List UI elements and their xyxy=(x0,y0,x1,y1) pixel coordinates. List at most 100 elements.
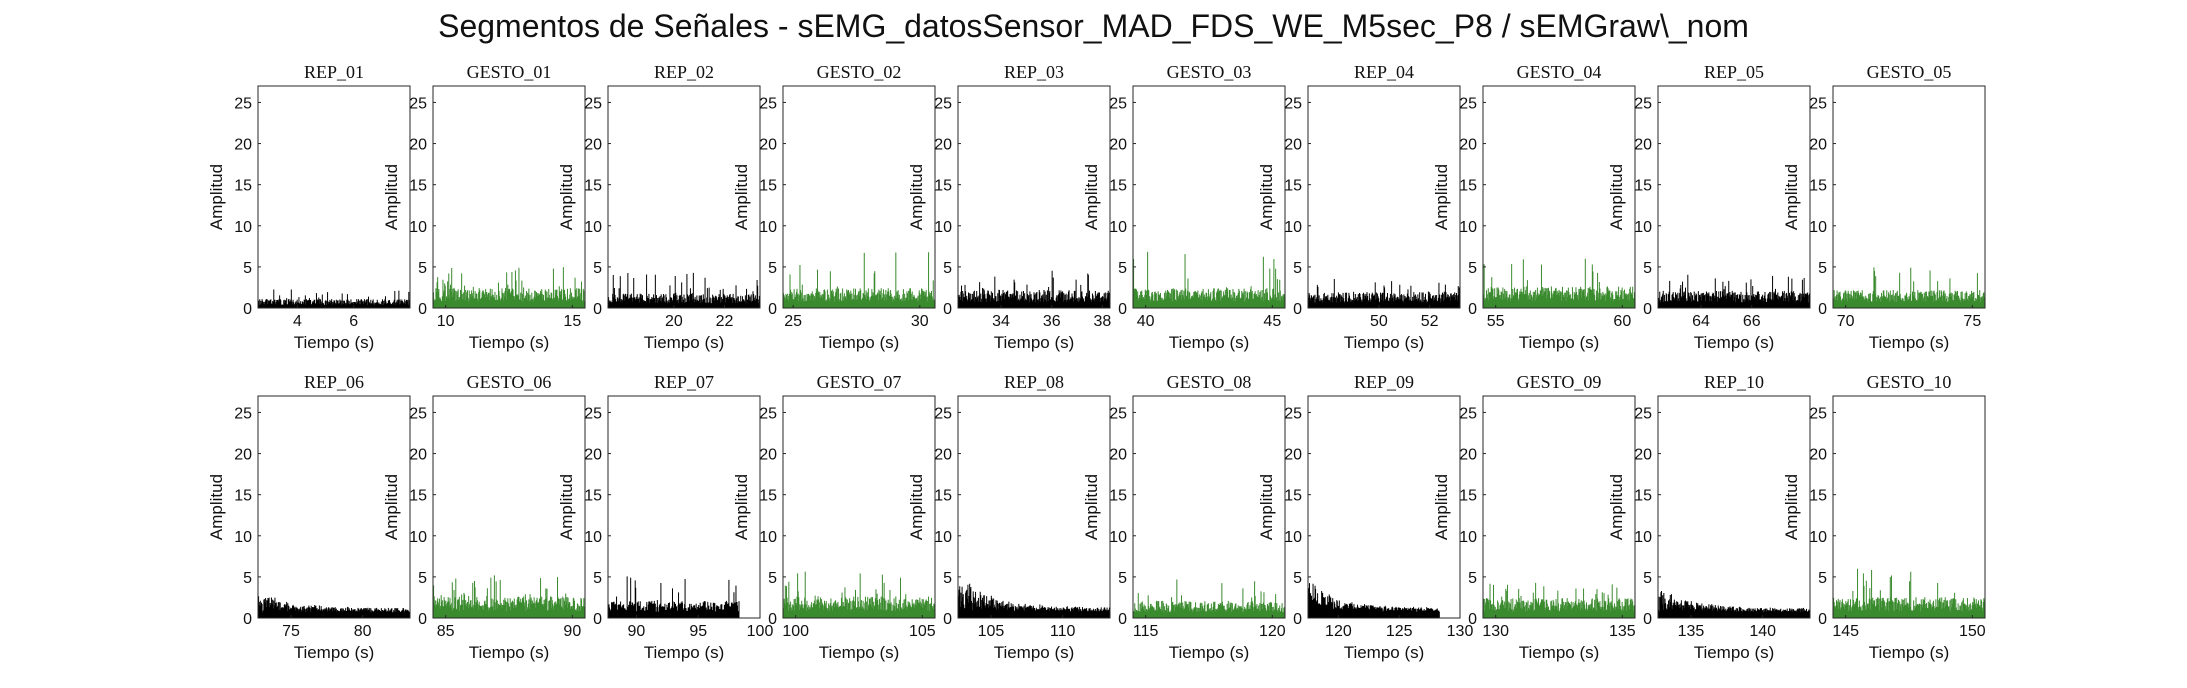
y-tick-label: 10 xyxy=(759,529,777,546)
signal-trace xyxy=(607,272,761,308)
y-axis-label: Amplitud xyxy=(557,474,576,540)
y-tick-label: 15 xyxy=(409,488,427,505)
y-axis-label: Amplitud xyxy=(1082,474,1101,540)
y-tick-label: 25 xyxy=(759,405,777,422)
x-axis-label: Tiempo (s) xyxy=(644,333,725,352)
x-tick-label: 130 xyxy=(1482,623,1509,640)
y-tick-label: 10 xyxy=(934,219,952,236)
y-tick-label: 0 xyxy=(1818,611,1827,628)
x-tick-label: 135 xyxy=(1678,623,1705,640)
y-tick-label: 15 xyxy=(1284,178,1302,195)
y-tick-label: 20 xyxy=(934,447,952,464)
y-tick-label: 0 xyxy=(593,611,602,628)
y-tick-label: 15 xyxy=(409,178,427,195)
subplot-title: GESTO_04 xyxy=(1517,62,1602,82)
y-tick-label: 15 xyxy=(1634,178,1652,195)
y-axis-label: Amplitud xyxy=(382,474,401,540)
x-axis-label: Tiempo (s) xyxy=(1519,643,1600,662)
y-tick-label: 5 xyxy=(1118,260,1127,277)
y-tick-label: 15 xyxy=(1109,488,1127,505)
subplot-title: REP_02 xyxy=(654,62,714,82)
y-axis-label: Amplitud xyxy=(207,474,226,540)
axes-box xyxy=(1307,395,1461,619)
axes-box xyxy=(1307,85,1461,309)
y-tick-label: 20 xyxy=(1459,447,1477,464)
y-axis-label: Amplitud xyxy=(207,164,226,230)
y-tick-label: 5 xyxy=(768,570,777,587)
x-tick-label: 64 xyxy=(1692,313,1710,330)
y-tick-label: 0 xyxy=(768,301,777,318)
y-tick-label: 0 xyxy=(243,301,252,318)
x-axis-label: Tiempo (s) xyxy=(644,643,725,662)
subplot-rep-02: 0 5 10 15 20 25 20 22 REP_02 Tiempo (s) Amplitud xyxy=(557,62,761,352)
subplot-rep-09: 0 5 10 15 20 25 120 125 130 REP_09 Tiempo (s) Ampli… xyxy=(1257,372,1473,662)
axes-box xyxy=(1132,85,1286,309)
signal-trace xyxy=(257,596,411,618)
y-tick-label: 15 xyxy=(759,178,777,195)
x-axis-label: Tiempo (s) xyxy=(1694,643,1775,662)
signal-trace xyxy=(1657,274,1811,308)
subplot-title: GESTO_06 xyxy=(467,372,552,392)
x-tick-label: 34 xyxy=(992,313,1010,330)
x-axis-label: Tiempo (s) xyxy=(1869,643,1950,662)
signal-trace xyxy=(1132,251,1286,308)
subplot-title: REP_09 xyxy=(1354,372,1414,392)
subplot-rep-01: 0 5 10 15 20 25 4 6 REP_01 Tiempo (s) Amplitud xyxy=(207,62,411,352)
y-tick-label: 25 xyxy=(1634,405,1652,422)
y-tick-label: 25 xyxy=(1284,405,1302,422)
subplot-gesto-04: 0 5 10 15 20 25 55 60 GESTO_04 Tiempo (s) Amplitud xyxy=(1432,62,1636,352)
y-tick-label: 10 xyxy=(409,219,427,236)
y-tick-label: 25 xyxy=(1459,405,1477,422)
axes-box xyxy=(1657,395,1811,619)
y-tick-label: 20 xyxy=(1459,137,1477,154)
subplot-gesto-07: 0 5 10 15 20 25 100 105 GESTO_07 Tiempo (s) Amplit… xyxy=(732,372,936,662)
subplot-title: REP_07 xyxy=(654,372,714,392)
y-axis-label: Amplitud xyxy=(907,164,926,230)
y-tick-label: 0 xyxy=(1643,301,1652,318)
x-tick-label: 105 xyxy=(978,623,1005,640)
y-tick-label: 15 xyxy=(234,178,252,195)
y-tick-label: 25 xyxy=(1634,95,1652,112)
axes-box xyxy=(1832,395,1986,619)
x-axis-label: Tiempo (s) xyxy=(994,643,1075,662)
y-tick-label: 20 xyxy=(1284,447,1302,464)
y-tick-label: 25 xyxy=(584,95,602,112)
y-tick-label: 5 xyxy=(1643,260,1652,277)
x-tick-label: 52 xyxy=(1421,313,1439,330)
x-axis-label: Tiempo (s) xyxy=(994,333,1075,352)
y-tick-label: 25 xyxy=(1109,405,1127,422)
y-tick-label: 5 xyxy=(418,260,427,277)
y-axis-label: Amplitud xyxy=(1432,474,1451,540)
y-tick-label: 5 xyxy=(943,260,952,277)
x-axis-label: Tiempo (s) xyxy=(1519,333,1600,352)
signal-trace xyxy=(782,571,936,618)
x-axis-label: Tiempo (s) xyxy=(294,333,375,352)
figure-title: Segmentos de Señales - sEMG_datosSensor_… xyxy=(438,8,1749,44)
y-tick-label: 25 xyxy=(1459,95,1477,112)
y-tick-label: 15 xyxy=(584,178,602,195)
subplot-title: GESTO_03 xyxy=(1167,62,1252,82)
subplot-title: GESTO_09 xyxy=(1517,372,1602,392)
y-tick-label: 5 xyxy=(1818,260,1827,277)
signal-trace xyxy=(1657,590,1811,618)
y-tick-label: 0 xyxy=(943,611,952,628)
y-tick-label: 10 xyxy=(1459,529,1477,546)
x-tick-label: 15 xyxy=(563,313,581,330)
y-tick-label: 20 xyxy=(1109,447,1127,464)
y-tick-label: 10 xyxy=(234,529,252,546)
y-tick-label: 15 xyxy=(934,178,952,195)
x-tick-label: 70 xyxy=(1837,313,1855,330)
x-tick-label: 4 xyxy=(293,313,302,330)
y-tick-label: 10 xyxy=(1109,529,1127,546)
axes-box xyxy=(432,395,586,619)
y-tick-label: 15 xyxy=(1459,488,1477,505)
subplot-gesto-03: 0 5 10 15 20 25 40 45 GESTO_03 Tiempo (s) Amplitud xyxy=(1082,62,1286,352)
subplot-title: REP_08 xyxy=(1004,372,1064,392)
y-tick-label: 0 xyxy=(1293,301,1302,318)
y-tick-label: 10 xyxy=(1634,529,1652,546)
signal-trace xyxy=(957,270,1111,308)
subplot-gesto-08: 0 5 10 15 20 25 115 120 GESTO_08 Tiempo (s) Amplit… xyxy=(1082,372,1286,662)
axes-box xyxy=(782,85,936,309)
y-axis-label: Amplitud xyxy=(1257,474,1276,540)
y-tick-label: 20 xyxy=(1634,137,1652,154)
